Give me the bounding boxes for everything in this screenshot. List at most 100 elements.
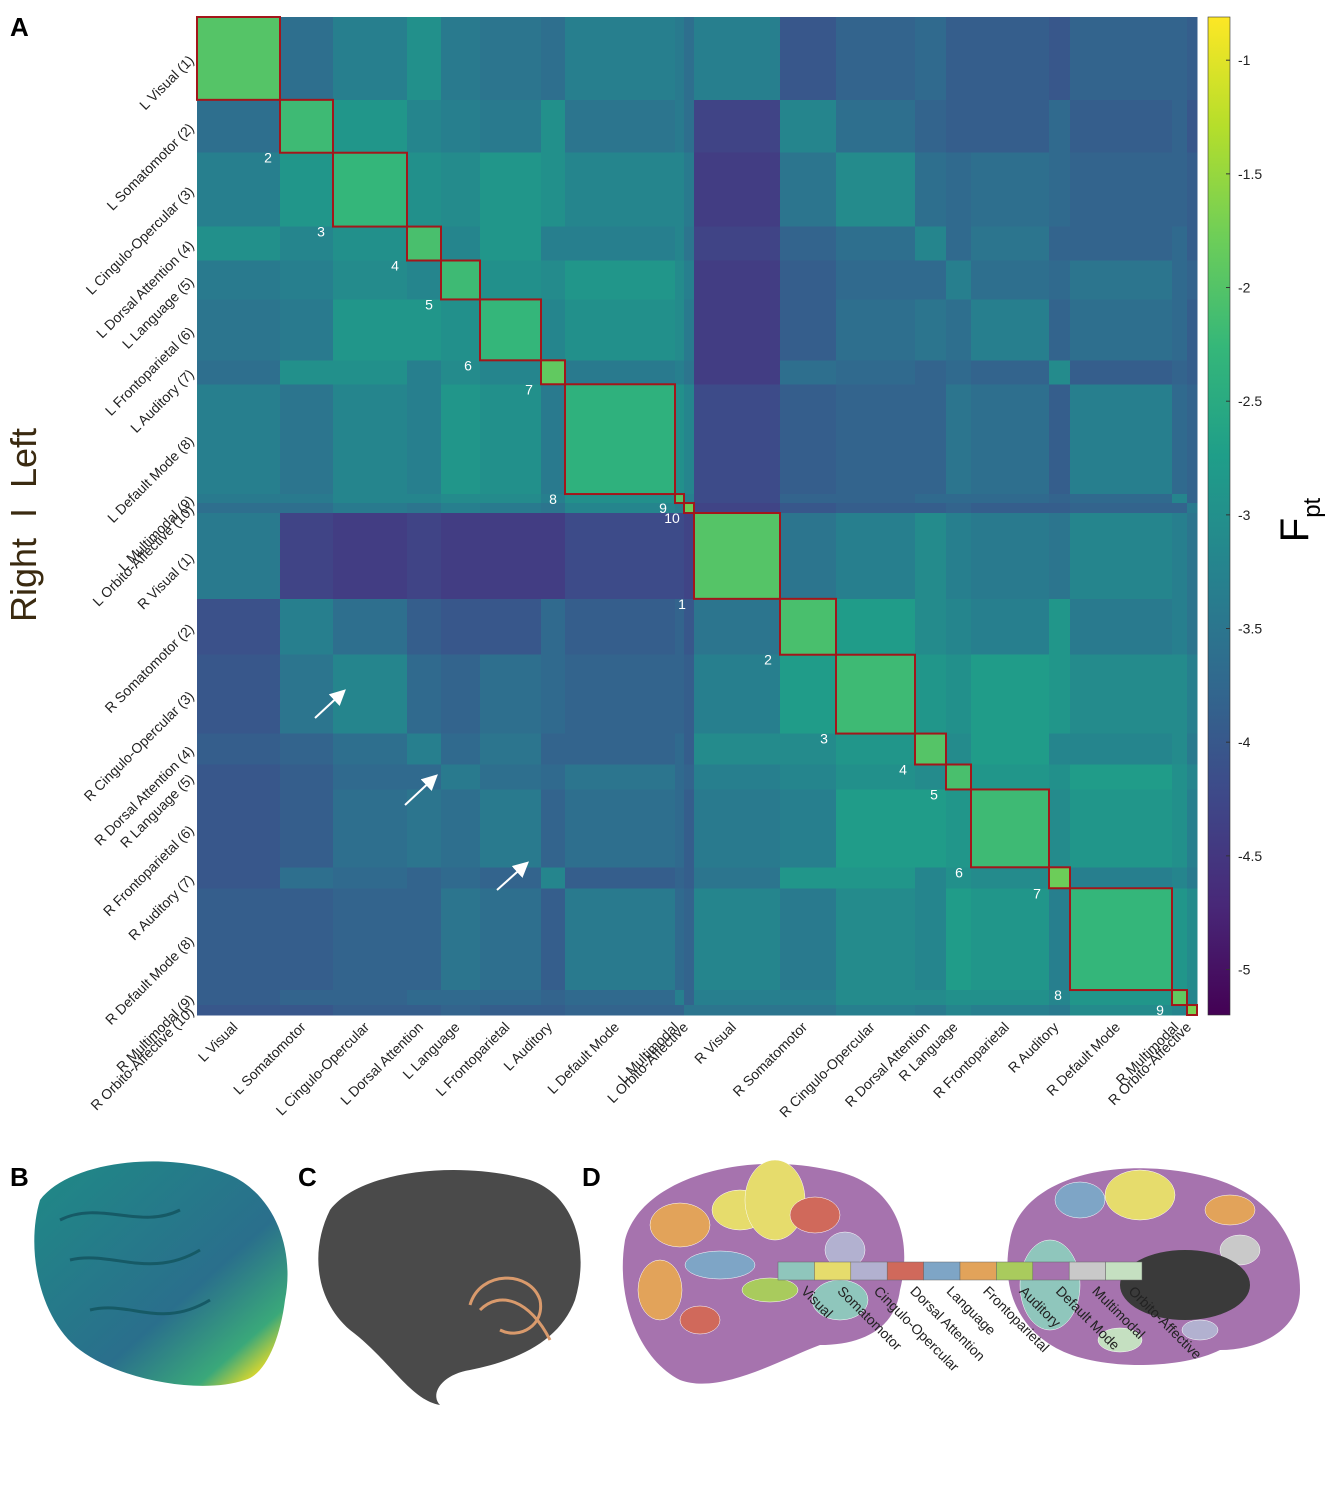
heatmap-cell [915,888,947,990]
heatmap-cell [280,867,334,888]
heatmap-cell [675,789,685,867]
heatmap-cell [1172,867,1188,888]
heatmap-cell [1187,1005,1198,1015]
legend-swatch [1069,1262,1105,1280]
colorbar-tick-label: -4 [1238,734,1251,750]
block-number: 1 [678,596,686,612]
block-number: 2 [764,652,772,668]
heatmap-cell [565,1005,676,1015]
heatmap-cell [565,655,676,734]
heatmap-cell [946,153,972,227]
heatmap-cell [946,599,972,655]
legend-swatch [1033,1262,1069,1280]
heatmap-cell [946,513,972,599]
heatmap-cell [407,513,442,599]
block-number: 5 [425,296,433,312]
heatmap-cell [694,503,781,513]
heatmap-cell [1172,384,1188,494]
heatmap-cell [541,599,566,655]
heatmap-cell [565,789,676,867]
heatmap-cell [1049,360,1071,384]
brain-parcel [1055,1182,1105,1218]
heatmap-cell [280,765,334,790]
heatmap-cell [836,789,916,867]
heatmap-cell [565,599,676,655]
heatmap-cell [780,227,837,261]
heatmap-cell [1187,153,1198,227]
heatmap-cell [971,789,1050,867]
heatmap-cell [1049,17,1071,100]
heatmap-cell [915,494,947,503]
heatmap-cell [541,765,566,790]
heatmap-cell [1070,734,1173,765]
heatmap-cell [675,1005,685,1015]
heatmap-cell [675,734,685,765]
heatmap-cell [1070,655,1173,734]
heatmap-cell [541,513,566,599]
heatmap-cell [480,299,542,360]
heatmap-cell [480,261,542,300]
brain-parcel [1105,1170,1175,1220]
heatmap-cell [565,227,676,261]
heatmap-cell [684,990,695,1005]
heatmap-cell [1172,153,1188,227]
heatmap-cell [694,888,781,990]
heatmap-cell [1049,299,1071,360]
heatmap-cell [197,888,281,990]
heatmap-cell [684,153,695,227]
heatmap-cell [675,867,685,888]
legend-swatch [924,1262,960,1280]
heatmap-cell [197,384,281,494]
heatmap-cell [946,655,972,734]
heatmap-cell [333,513,408,599]
heatmap-cell [480,789,542,867]
panel-label: A [10,12,29,42]
brain-parcel [650,1203,710,1247]
heatmap-cell [480,384,542,494]
heatmap-cell [694,100,781,153]
heatmap-cell [197,494,281,503]
heatmap-cell [694,227,781,261]
heatmap-cell [684,888,695,990]
heatmap-cell [915,1005,947,1015]
y-axis-label: Right I Left [3,428,44,622]
heatmap-cell [541,1005,566,1015]
heatmap-cell [1172,655,1188,734]
block-number: 3 [820,731,828,747]
heatmap-cell [407,888,442,990]
block-number: 3 [317,224,325,240]
heatmap-cell [971,100,1050,153]
heatmap-cell [971,1005,1050,1015]
heatmap-cell [280,503,334,513]
heatmap-cell [197,261,281,300]
heatmap-cell [694,17,781,100]
heatmap-cell [836,599,916,655]
heatmap-cell [971,17,1050,100]
heatmap-cell [780,789,837,867]
heatmap-cell [836,1005,916,1015]
heatmap-cell [1070,789,1173,867]
colorbar-label-sub: pt [1299,497,1326,517]
heatmap-cell [971,888,1050,990]
heatmap-cell [684,360,695,384]
heatmap-cell [565,261,676,300]
heatmap-cell [565,513,676,599]
heatmap-cell [1172,299,1188,360]
heatmap-cell [915,734,947,765]
heatmap-cell [1049,153,1071,227]
heatmap-cell [1187,789,1198,867]
heatmap-cell [541,153,566,227]
heatmap-cell [1187,513,1198,599]
heatmap-cell [675,299,685,360]
heatmap-cell [946,734,972,765]
x-tick-label: L Visual [195,1019,241,1065]
heatmap-cell [333,789,408,867]
heatmap-cell [1070,299,1173,360]
heatmap-cell [197,765,281,790]
brain-parcel [745,1160,805,1240]
heatmap-cell [836,503,916,513]
heatmap-cell [197,17,281,100]
block-number: 10 [664,510,680,526]
heatmap-cell [280,384,334,494]
heatmap-cell [541,990,566,1005]
